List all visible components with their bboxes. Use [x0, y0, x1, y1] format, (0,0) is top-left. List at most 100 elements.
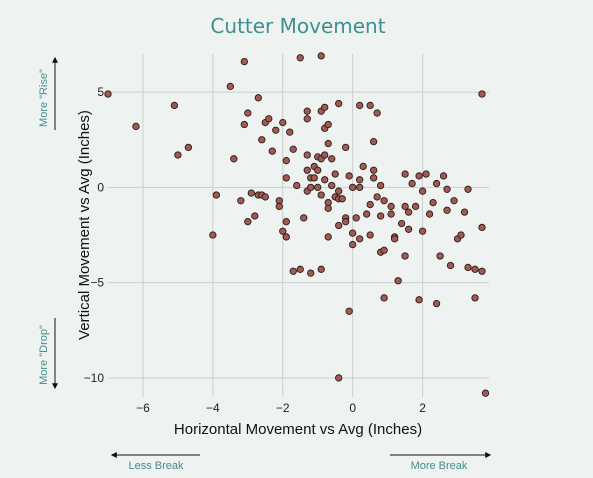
grid-lines [108, 54, 489, 397]
scatter-point [303, 166, 311, 174]
y-axis-ticks: 5 0 −5 −10 [84, 85, 105, 385]
more-rise-label: More "Rise" [38, 69, 50, 127]
scatter-point [170, 101, 179, 110]
scatter-point [457, 231, 465, 239]
scatter-point [240, 120, 248, 129]
scatter-point [324, 204, 332, 213]
scatter-point [261, 193, 269, 201]
scatter-point [478, 223, 486, 232]
scatter-point [230, 155, 238, 163]
scatter-point [404, 225, 413, 233]
scatter-point [289, 267, 297, 275]
scatter-point [443, 185, 451, 193]
scatter-point [415, 172, 423, 180]
scatter-point [373, 109, 381, 117]
scatter-point [439, 172, 448, 180]
scatter-point [310, 174, 318, 182]
scatter-point [296, 54, 304, 62]
y-tick-label: −10 [84, 371, 105, 385]
x-axis-ticks: −6 −4 −2 0 2 [136, 401, 426, 415]
scatter-point [408, 179, 416, 188]
scatter-point [415, 296, 423, 304]
scatter-point [324, 139, 332, 148]
more-break-label: More Break [411, 460, 468, 472]
scatter-point [303, 115, 311, 123]
scatter-point [104, 90, 112, 98]
scatter-point [356, 101, 364, 110]
scatter-point [184, 143, 193, 152]
scatter-point [380, 246, 388, 254]
scatter-point [209, 231, 217, 239]
scatter-point [296, 265, 304, 273]
scatter-point [240, 57, 248, 66]
scatter-point [387, 210, 395, 218]
scatter-point [464, 185, 472, 193]
y-axis-label: Vertical Movement vs Avg (Inches) [76, 110, 93, 340]
x-tick-label: −4 [206, 401, 220, 415]
scatter-point [300, 214, 308, 222]
scatter-point [356, 183, 364, 192]
scatter-point [303, 151, 311, 159]
scatter-point [345, 307, 353, 315]
scatter-point [356, 176, 364, 184]
scatter-point [212, 191, 221, 199]
scatter-point [335, 221, 343, 230]
scatter-point [464, 263, 472, 272]
scatter-point [328, 155, 336, 163]
scatter-point [293, 181, 301, 190]
scatter-point [279, 118, 287, 127]
scatter-point [307, 183, 315, 192]
scatter-point [265, 115, 273, 123]
scatter-point [380, 197, 388, 205]
scatter-point [429, 198, 437, 207]
scatter-point [481, 389, 490, 397]
more-drop-label: More "Drop" [38, 325, 50, 385]
scatter-point [418, 187, 427, 195]
scatter-point [436, 252, 444, 260]
scatter-points [104, 52, 490, 397]
scatter-point [244, 109, 252, 117]
scatter-point [289, 145, 297, 153]
scatter-point [425, 210, 434, 218]
scatter-point [282, 157, 290, 165]
scatter-point [338, 195, 346, 203]
scatter-point [363, 210, 371, 218]
scatter-point [314, 166, 322, 174]
scatter-point [349, 183, 357, 192]
x-axis-label: Horizontal Movement vs Avg (Inches) [174, 421, 422, 438]
scatter-point [251, 212, 259, 220]
scatter-point [272, 126, 280, 134]
scatter-point [282, 233, 290, 241]
scatter-point [317, 52, 325, 60]
scatter-point [390, 235, 399, 243]
scatter-point [349, 240, 357, 249]
scatter-point [317, 191, 325, 199]
scatter-point [352, 214, 360, 222]
x-tick-label: 0 [349, 401, 356, 415]
scatter-point [282, 174, 290, 182]
scatter-point [401, 252, 409, 260]
scatter-point [359, 162, 367, 171]
scatter-point [317, 265, 325, 273]
scatter-point [286, 128, 294, 136]
chart-title: Cutter Movement [210, 14, 385, 38]
scatter-point [342, 218, 350, 226]
scatter-point [366, 200, 374, 209]
scatter-point [282, 218, 290, 226]
scatter-point [335, 374, 343, 382]
scatter-point [303, 107, 311, 115]
scatter-point [460, 208, 469, 216]
scatter-point [411, 202, 420, 211]
scatter-point [335, 187, 343, 195]
scatter-point [432, 179, 441, 188]
scatter-point [335, 99, 343, 108]
scatter-point [450, 197, 458, 205]
scatter-point [324, 233, 332, 241]
x-tick-label: −2 [276, 401, 290, 415]
scatter-point [324, 120, 332, 129]
scatter-point [471, 265, 479, 273]
scatter-point [244, 218, 252, 226]
scatter-point [446, 261, 455, 270]
scatter-point [349, 229, 357, 237]
x-tick-label: −6 [136, 401, 150, 415]
